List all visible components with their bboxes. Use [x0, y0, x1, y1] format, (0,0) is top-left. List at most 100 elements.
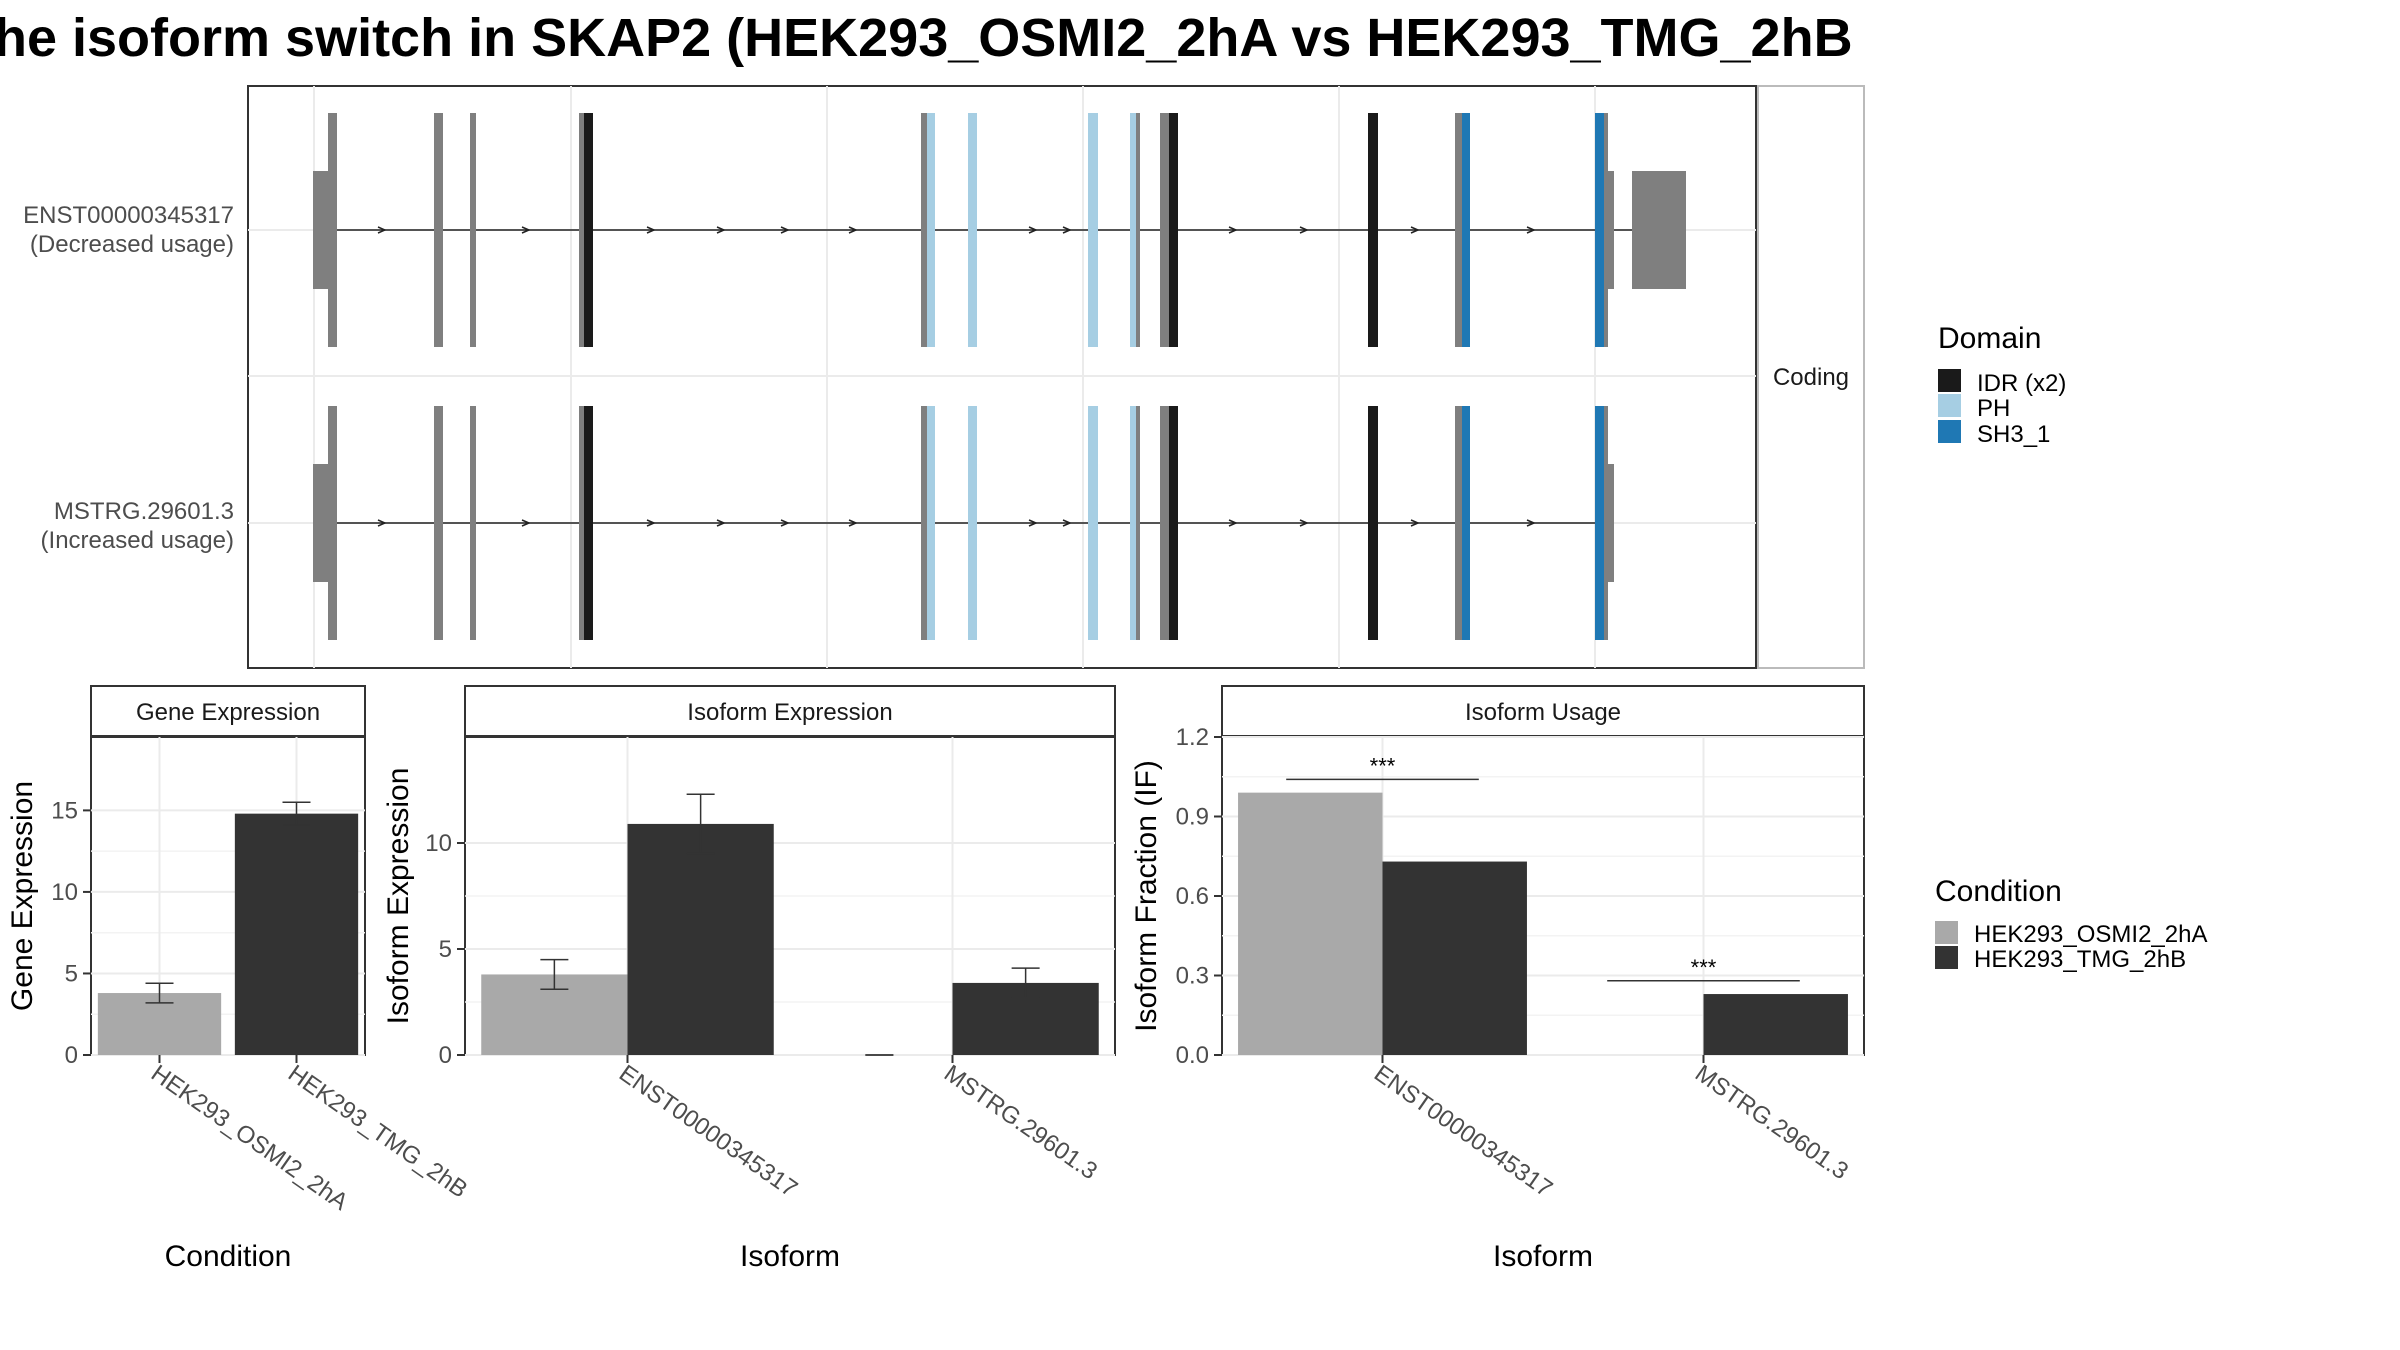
- strand-arrow: [1299, 519, 1309, 527]
- exon-block: [1604, 113, 1608, 347]
- strand-arrow: [521, 226, 531, 234]
- exon-block: [1455, 406, 1462, 640]
- isoform-label-enst: ENST00000345317 (Decreased usage): [23, 202, 234, 258]
- y-tick-label: 15: [51, 797, 78, 824]
- exon-block: [579, 406, 584, 640]
- gene-expression-panel: Gene Expression 051015HEK293_OSMI2_2hAHE…: [6, 685, 472, 1273]
- condition-legend: Condition HEK293_OSMI2_2hA HEK293_TMG_2h…: [1935, 875, 2207, 973]
- bar: [1703, 994, 1848, 1055]
- y-tick-label: 10: [51, 879, 78, 906]
- domain-block-ph: [927, 113, 935, 347]
- bar: [1382, 861, 1527, 1055]
- strand-arrow: [1526, 226, 1536, 234]
- gene-expression-y-title: Gene Expression: [6, 781, 39, 1011]
- gene-expression-strip: [90, 685, 366, 737]
- isoform-label-line1: MSTRG.29601.3: [54, 498, 234, 525]
- domain-block-ph: [927, 406, 935, 640]
- bar: [234, 813, 359, 1055]
- strand-arrow: [1228, 519, 1238, 527]
- significance-label: ***: [1691, 955, 1717, 980]
- isoform-usage-strip: [1221, 685, 1865, 737]
- isoform-expression-panel: Isoform Expression 0 5 10 ENST00000345317 MS…: [382, 685, 1116, 1273]
- legend-label-osmi2: HEK293_OSMI2_2hA: [1974, 921, 2207, 948]
- significance-label: ***: [1370, 753, 1396, 778]
- isoform-track: [313, 406, 1614, 640]
- exon-block: [328, 113, 337, 347]
- isoform-label-line2: (Increased usage): [41, 527, 234, 554]
- strand-arrow: [1299, 226, 1309, 234]
- strand-arrow: [377, 226, 387, 234]
- strand-arrow: [1410, 519, 1420, 527]
- domain-block-sh3: [1595, 406, 1604, 640]
- legend-swatch-ph: [1938, 394, 1961, 417]
- strand-arrow: [646, 226, 656, 234]
- exon-block: [1608, 464, 1614, 582]
- exon-block: [1136, 406, 1140, 640]
- strand-arrow: [1028, 519, 1038, 527]
- exon-block: [1136, 113, 1140, 347]
- strand-arrow: [1228, 226, 1238, 234]
- strand-arrow: [1028, 226, 1038, 234]
- legend-label-sh3: SH3_1: [1977, 421, 2050, 448]
- domain-legend-title: Domain: [1938, 322, 2041, 355]
- y-tick-label: 0.3: [1176, 963, 1209, 990]
- bar: [1238, 792, 1383, 1055]
- strand-arrow: [848, 226, 858, 234]
- domain-block-sh3: [1595, 113, 1604, 347]
- exon-block-last: [1632, 171, 1686, 289]
- strand-arrow: [521, 519, 531, 527]
- isoform-expression-y-title: Isoform Expression: [382, 768, 415, 1025]
- domain-block-ph: [1088, 406, 1098, 640]
- y-tick-label: 0.0: [1176, 1042, 1209, 1069]
- domain-block-idr: [584, 113, 593, 347]
- isoform-expression-strip-label: Isoform Expression: [687, 699, 892, 726]
- x-tick-label: MSTRG.29601.3: [1690, 1060, 1853, 1185]
- domain-block-idr: [1368, 113, 1378, 347]
- condition-legend-title: Condition: [1935, 875, 2062, 908]
- isoform-tracks: [313, 113, 1686, 640]
- domain-block-ph: [968, 406, 977, 640]
- coding-strip: Coding: [1757, 85, 1865, 669]
- strand-arrow: [1410, 226, 1420, 234]
- isoform-expression-strip: [464, 685, 1116, 737]
- domain-block-ph: [1130, 406, 1136, 640]
- legend-swatch-idr: [1938, 369, 1961, 392]
- y-tick-label: 5: [439, 936, 452, 963]
- exon-block: [1608, 171, 1614, 289]
- exon-block: [1455, 113, 1462, 347]
- exon-block: [1160, 406, 1169, 640]
- legend-label-ph: PH: [1977, 395, 2010, 422]
- isoform-usage-x-title: Isoform: [1493, 1240, 1593, 1273]
- coding-strip-label: Coding: [1773, 364, 1849, 391]
- domain-block-sh3: [1462, 406, 1470, 640]
- strand-arrow: [780, 226, 790, 234]
- isoform-usage-y-title: Isoform Fraction (IF): [1130, 760, 1163, 1032]
- y-tick-label: 5: [65, 960, 78, 987]
- y-tick-label: 0.6: [1176, 883, 1209, 910]
- exon-block: [1160, 113, 1169, 347]
- isoform-usage-panel: Isoform Usage 0.0 0.3 0.6 0.9 1.2 *** *** ENST0…: [1130, 685, 1865, 1273]
- legend-label-tmg: HEK293_TMG_2hB: [1974, 946, 2186, 973]
- gene-expression-strip-label: Gene Expression: [136, 699, 320, 726]
- exon-block: [434, 406, 443, 640]
- domain-block-idr: [584, 406, 593, 640]
- legend-label-idr: IDR (x2): [1977, 370, 2066, 397]
- strand-arrow: [780, 519, 790, 527]
- x-tick-label: MSTRG.29601.3: [939, 1060, 1102, 1185]
- bar: [627, 823, 774, 1055]
- isoform-track: [313, 113, 1686, 347]
- y-tick-label: 0: [439, 1042, 452, 1069]
- strand-arrow: [377, 519, 387, 527]
- exon-block: [328, 406, 337, 640]
- exon-block: [470, 113, 476, 347]
- gene-expression-x-title: Condition: [165, 1240, 292, 1273]
- strand-arrow: [1526, 519, 1536, 527]
- strand-arrow: [716, 226, 726, 234]
- exon-block: [434, 113, 443, 347]
- strand-arrow: [716, 519, 726, 527]
- y-tick-label: 0.9: [1176, 804, 1209, 831]
- domain-block-ph: [1130, 113, 1136, 347]
- strand-arrow: [1062, 519, 1072, 527]
- x-tick-label: ENST00000345317: [614, 1060, 802, 1203]
- domain-block-idr: [1368, 406, 1378, 640]
